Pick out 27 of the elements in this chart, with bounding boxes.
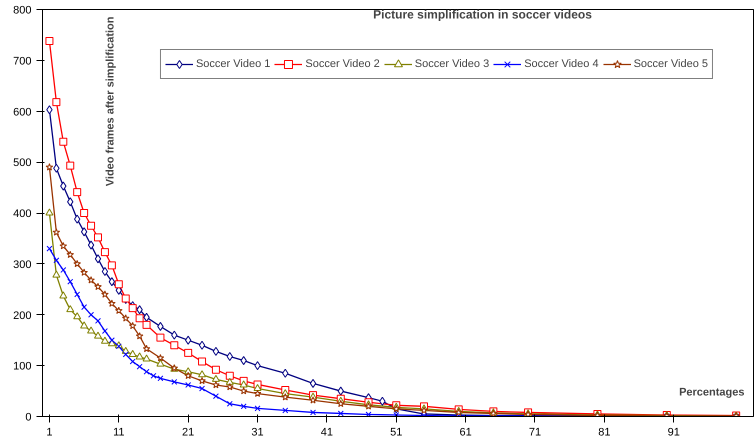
chart-title: Picture simplification in soccer videos [373,8,592,22]
x-tick-label: 91 [668,426,680,438]
y-tick-label: 600 [13,106,32,118]
y-tick-label: 500 [13,157,32,170]
x-tick-label: 51 [390,426,402,438]
x-tick-label: 31 [251,426,264,438]
x-tick-label: 1 [46,426,53,438]
y-axis-title: Video frames after simplification [104,16,116,186]
y-tick-label: 100 [13,360,32,373]
x-tick-label: 81 [598,426,610,438]
legend-label: Soccer Video 1 [196,58,270,70]
legend-label: Soccer Video 2 [305,58,380,70]
legend-label: Soccer Video 3 [414,58,490,70]
y-tick-label: 400 [13,208,32,220]
x-tick-label: 61 [460,426,472,438]
x-tick-label: 11 [113,426,125,438]
legend-label: Soccer Video 5 [634,58,708,70]
x-tick-label: 41 [320,426,334,438]
y-tick-label: 0 [25,412,32,424]
x-axis-title: Percentages [679,386,745,398]
x-tick-label: 21 [182,426,194,438]
y-tick-label: 800 [13,4,32,16]
y-tick-label: 300 [13,258,32,271]
legend-label: Soccer Video 4 [524,58,599,70]
x-tick-label: 71 [528,426,542,438]
y-tick-label: 200 [13,310,32,322]
y-tick-label: 700 [13,55,32,68]
